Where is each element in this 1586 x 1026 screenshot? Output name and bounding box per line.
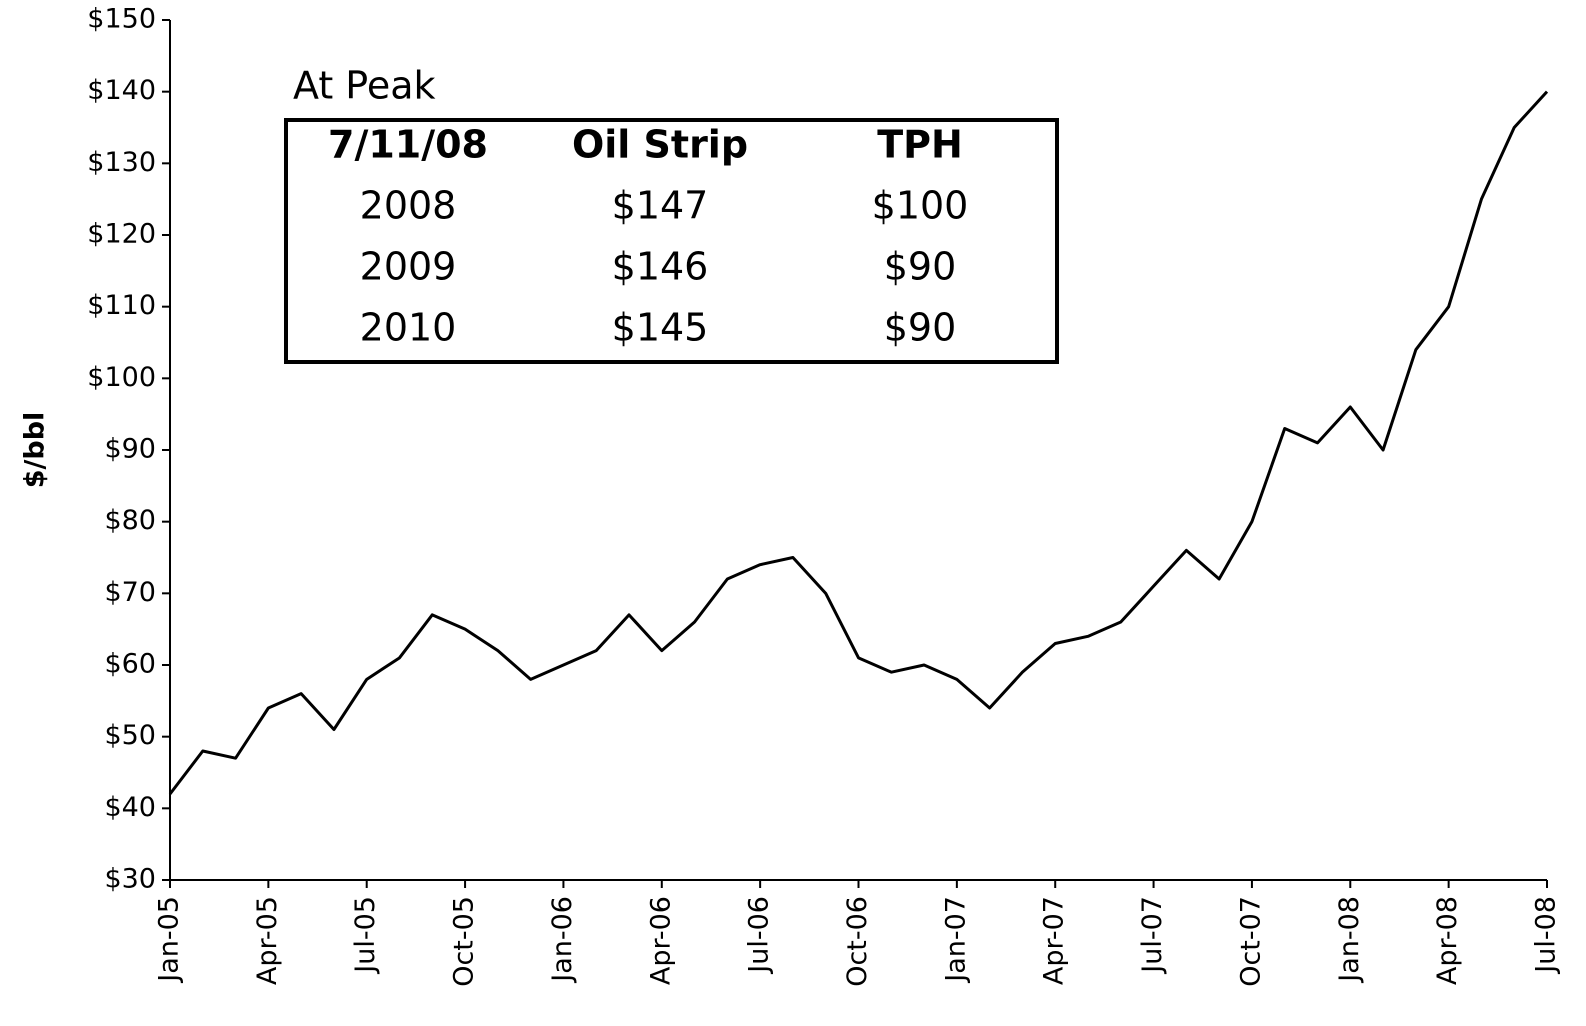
y-tick-label: $130 (87, 147, 156, 178)
table-cell: $145 (612, 306, 709, 350)
table-cell: $100 (872, 184, 969, 228)
y-tick-label: $40 (104, 792, 156, 823)
y-tick-label: $30 (104, 864, 156, 895)
x-tick-label: Jul-06 (744, 896, 775, 975)
x-tick-label: Jul-05 (350, 896, 381, 975)
y-tick-label: $120 (87, 219, 156, 250)
y-tick-label: $100 (87, 362, 156, 393)
x-tick-label: Jan-08 (1334, 896, 1365, 984)
y-tick-label: $70 (104, 577, 156, 608)
x-tick-label: Apr-05 (252, 896, 283, 985)
y-tick-label: $90 (104, 434, 156, 465)
annotation-box (284, 118, 1059, 364)
x-tick-label: Oct-06 (842, 896, 873, 987)
table-header: 7/11/08 (328, 123, 488, 167)
y-axis-label: $/bbl (20, 412, 51, 489)
x-tick-label: Jan-07 (940, 896, 971, 984)
x-tick-label: Jan-05 (154, 896, 185, 984)
annotation-table: 7/11/08 Oil Strip TPH 2008 $147 $100 2009 $146 $… (328, 123, 968, 350)
table-cell: $90 (884, 245, 957, 289)
table-cell: $90 (884, 306, 957, 350)
table-cell: $146 (612, 245, 709, 289)
y-tick-label: $60 (104, 649, 156, 680)
y-tick-label: $150 (87, 4, 156, 35)
table-cell: $147 (612, 184, 709, 228)
y-tick-label: $80 (104, 505, 156, 536)
y-tick-label: $50 (104, 720, 156, 751)
x-tick-label: Apr-06 (645, 896, 676, 985)
x-tick-label: Jan-06 (547, 896, 578, 984)
table-cell: 2008 (360, 184, 457, 228)
x-tick-label: Jul-07 (1137, 896, 1168, 975)
table-header: Oil Strip (572, 123, 748, 167)
x-tick-label: Apr-08 (1432, 896, 1463, 985)
annotation-title: At Peak (293, 64, 436, 108)
y-tick-label: $110 (87, 290, 156, 321)
table-cell: 2010 (360, 306, 457, 350)
y-tick-label: $140 (87, 75, 156, 106)
x-tick-label: Jul-08 (1531, 896, 1562, 975)
x-tick-label: Apr-07 (1039, 896, 1070, 985)
x-tick-label: Oct-05 (449, 896, 480, 987)
table-header: TPH (877, 123, 963, 167)
line-series (168, 90, 1549, 795)
x-tick-label: Oct-07 (1235, 896, 1266, 987)
table-cell: 2009 (360, 245, 457, 289)
